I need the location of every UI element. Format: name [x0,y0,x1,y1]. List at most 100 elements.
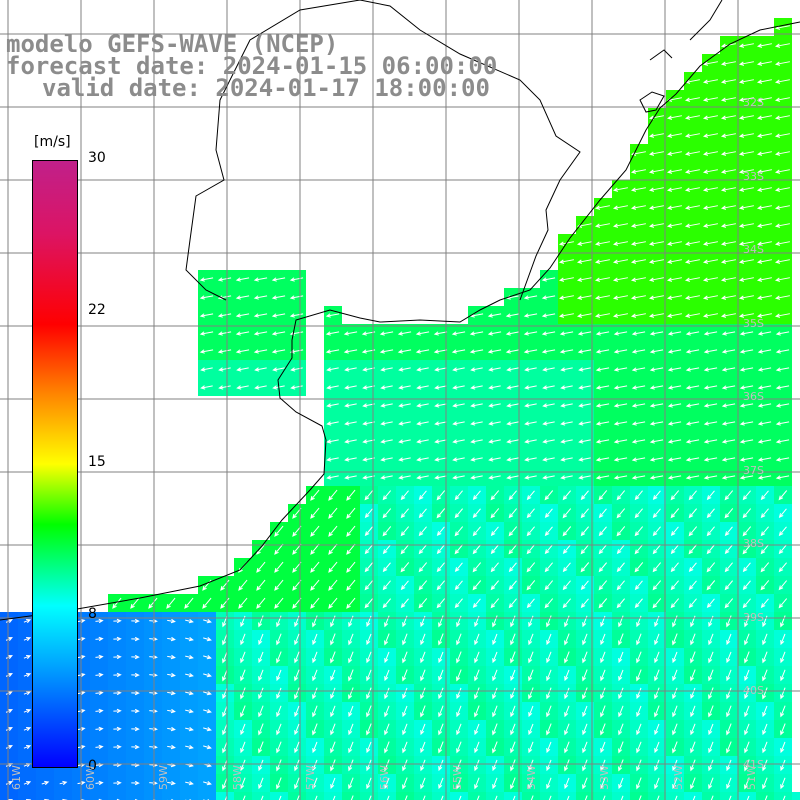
wind-arrow [708,669,714,682]
wind-arrow [131,618,140,624]
wind-arrow [505,349,520,354]
wind-arrow [594,277,610,282]
wind-arrow [167,672,176,678]
wind-arrow [670,490,680,501]
wind-arrow [544,580,554,591]
speed-cell [594,792,612,800]
wind-arrow [258,741,264,754]
wind-arrow [702,79,718,84]
wind-arrow [330,687,336,700]
wind-arrow [616,544,625,555]
wind-arrow [368,795,372,800]
wind-arrow [364,526,373,537]
wind-arrow [472,526,481,537]
wind-arrow [690,633,696,646]
wind-arrow [654,723,660,736]
wind-arrow [454,562,463,573]
speed-cell [396,792,414,800]
wind-arrow [618,705,624,718]
wind-arrow [618,741,624,754]
wind-arrow [582,759,588,772]
wind-arrow [688,526,698,537]
wind-arrow [240,651,246,664]
wind-arrow [612,277,628,282]
wind-arrow [739,421,754,426]
wind-arrow [222,777,228,790]
wind-arrow [780,687,786,700]
wind-arrow [780,669,786,682]
wind-arrow [720,223,736,228]
wind-arrow [613,439,628,444]
wind-arrow [131,672,140,678]
wind-arrow [456,705,462,718]
wind-arrow [364,580,374,591]
wind-arrow [113,744,122,750]
wind-arrow [23,672,32,678]
wind-arrow [652,598,662,609]
wind-arrow [312,723,318,736]
wind-arrow [672,687,678,700]
wind-arrow [328,507,338,519]
speed-cell [432,792,450,800]
wind-arrow [746,795,750,800]
wind-arrow [738,259,754,264]
wind-arrow [487,313,502,318]
wind-arrow [253,295,268,300]
wind-arrow [510,687,516,700]
wind-arrow [564,777,570,790]
wind-arrow [649,421,664,426]
wind-arrow [420,759,426,772]
wind-arrow [400,598,409,609]
wind-arrow [775,367,790,372]
wind-arrow [416,439,429,444]
wind-arrow [470,367,483,372]
wind-arrow [544,562,553,573]
wind-arrow [235,313,250,318]
wind-arrow [506,439,519,444]
wind-arrow [346,597,356,609]
wind-arrow [634,508,643,519]
wind-arrow [289,313,304,318]
wind-arrow [598,526,607,537]
wind-arrow [440,795,444,800]
wind-arrow [420,777,426,790]
wind-arrow [702,133,718,138]
speed-cell [198,792,216,800]
wind-arrow [366,669,372,682]
wind-arrow [203,781,212,786]
wind-arrow [684,223,700,228]
wind-arrow [684,133,700,138]
wind-arrow [235,331,250,336]
wind-arrow [452,475,465,480]
wind-arrow [167,726,176,732]
wind-arrow [595,475,610,480]
wind-arrow [780,723,786,736]
wind-arrow [542,475,555,480]
wind-arrow [260,795,264,800]
wind-arrow [112,597,122,609]
wind-arrow [258,705,264,718]
wind-arrow [721,331,736,336]
lon-label: 61W [10,765,23,790]
wind-arrow [692,795,696,800]
wind-arrow [757,439,772,444]
wind-arrow [703,457,718,462]
wind-arrow [721,403,736,408]
wind-arrow [326,367,339,372]
speed-cell [450,792,468,800]
wind-arrow [744,669,750,682]
wind-arrow [217,331,232,336]
wind-arrow [670,598,680,609]
speed-cell [648,792,666,800]
wind-arrow [616,508,626,519]
wind-arrow [418,544,427,555]
wind-arrow [398,367,411,372]
wind-arrow [598,508,607,519]
wind-arrow [649,403,664,408]
wind-arrow [667,385,682,390]
wind-arrow [652,562,662,573]
wind-arrow [523,295,538,300]
wind-arrow [648,277,664,282]
wind-arrow [350,795,354,800]
wind-arrow [470,439,483,444]
